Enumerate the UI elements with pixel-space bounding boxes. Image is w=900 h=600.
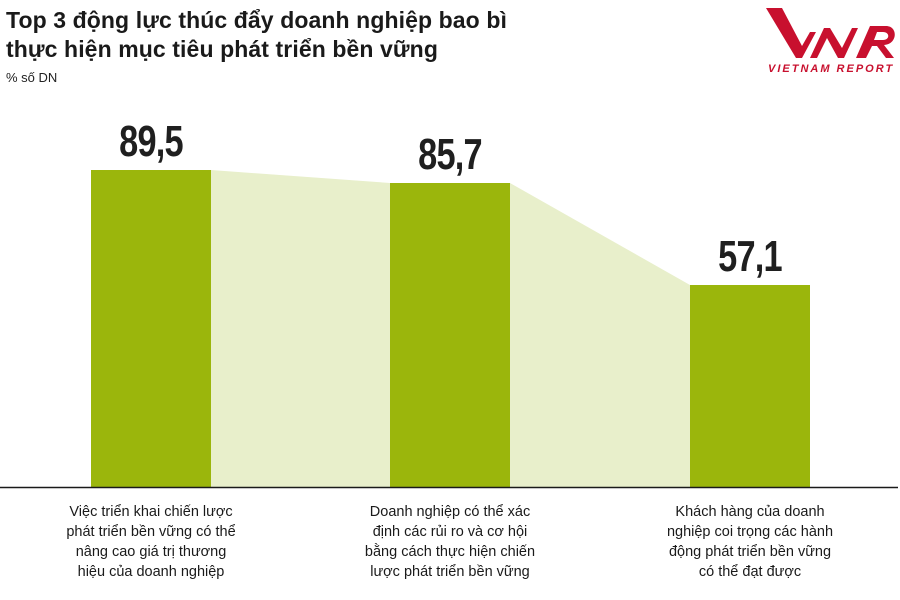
category-label-3: Khách hàng của doanh nghiệp coi trọng cá…: [666, 504, 834, 580]
connector-1: [211, 170, 390, 487]
title-line-1: Top 3 động lực thúc đẩy doanh nghiệp bao…: [6, 7, 507, 33]
bar-2-value: 85,7: [418, 130, 482, 179]
chart-title: Top 3 động lực thúc đẩy doanh nghiệp bao…: [6, 6, 507, 64]
bar-2: [390, 183, 510, 487]
category-label-2: Doanh nghiệp có thể xác định các rủi ro …: [364, 504, 536, 580]
vnr-logo-icon: [766, 8, 895, 58]
connector-2: [510, 183, 690, 487]
bar-1: [91, 170, 211, 487]
category-label-1: Việc triển khai chiến lược phát triển bề…: [66, 504, 236, 580]
logo-text: VIETNAM REPORT: [768, 63, 895, 75]
bar-3: [690, 285, 810, 487]
title-line-2: thực hiện mục tiêu phát triển bền vững: [6, 36, 438, 62]
unit-label: % số DN: [6, 70, 58, 85]
bar-1-value: 89,5: [119, 117, 183, 166]
bar-3-value: 57,1: [718, 232, 782, 281]
